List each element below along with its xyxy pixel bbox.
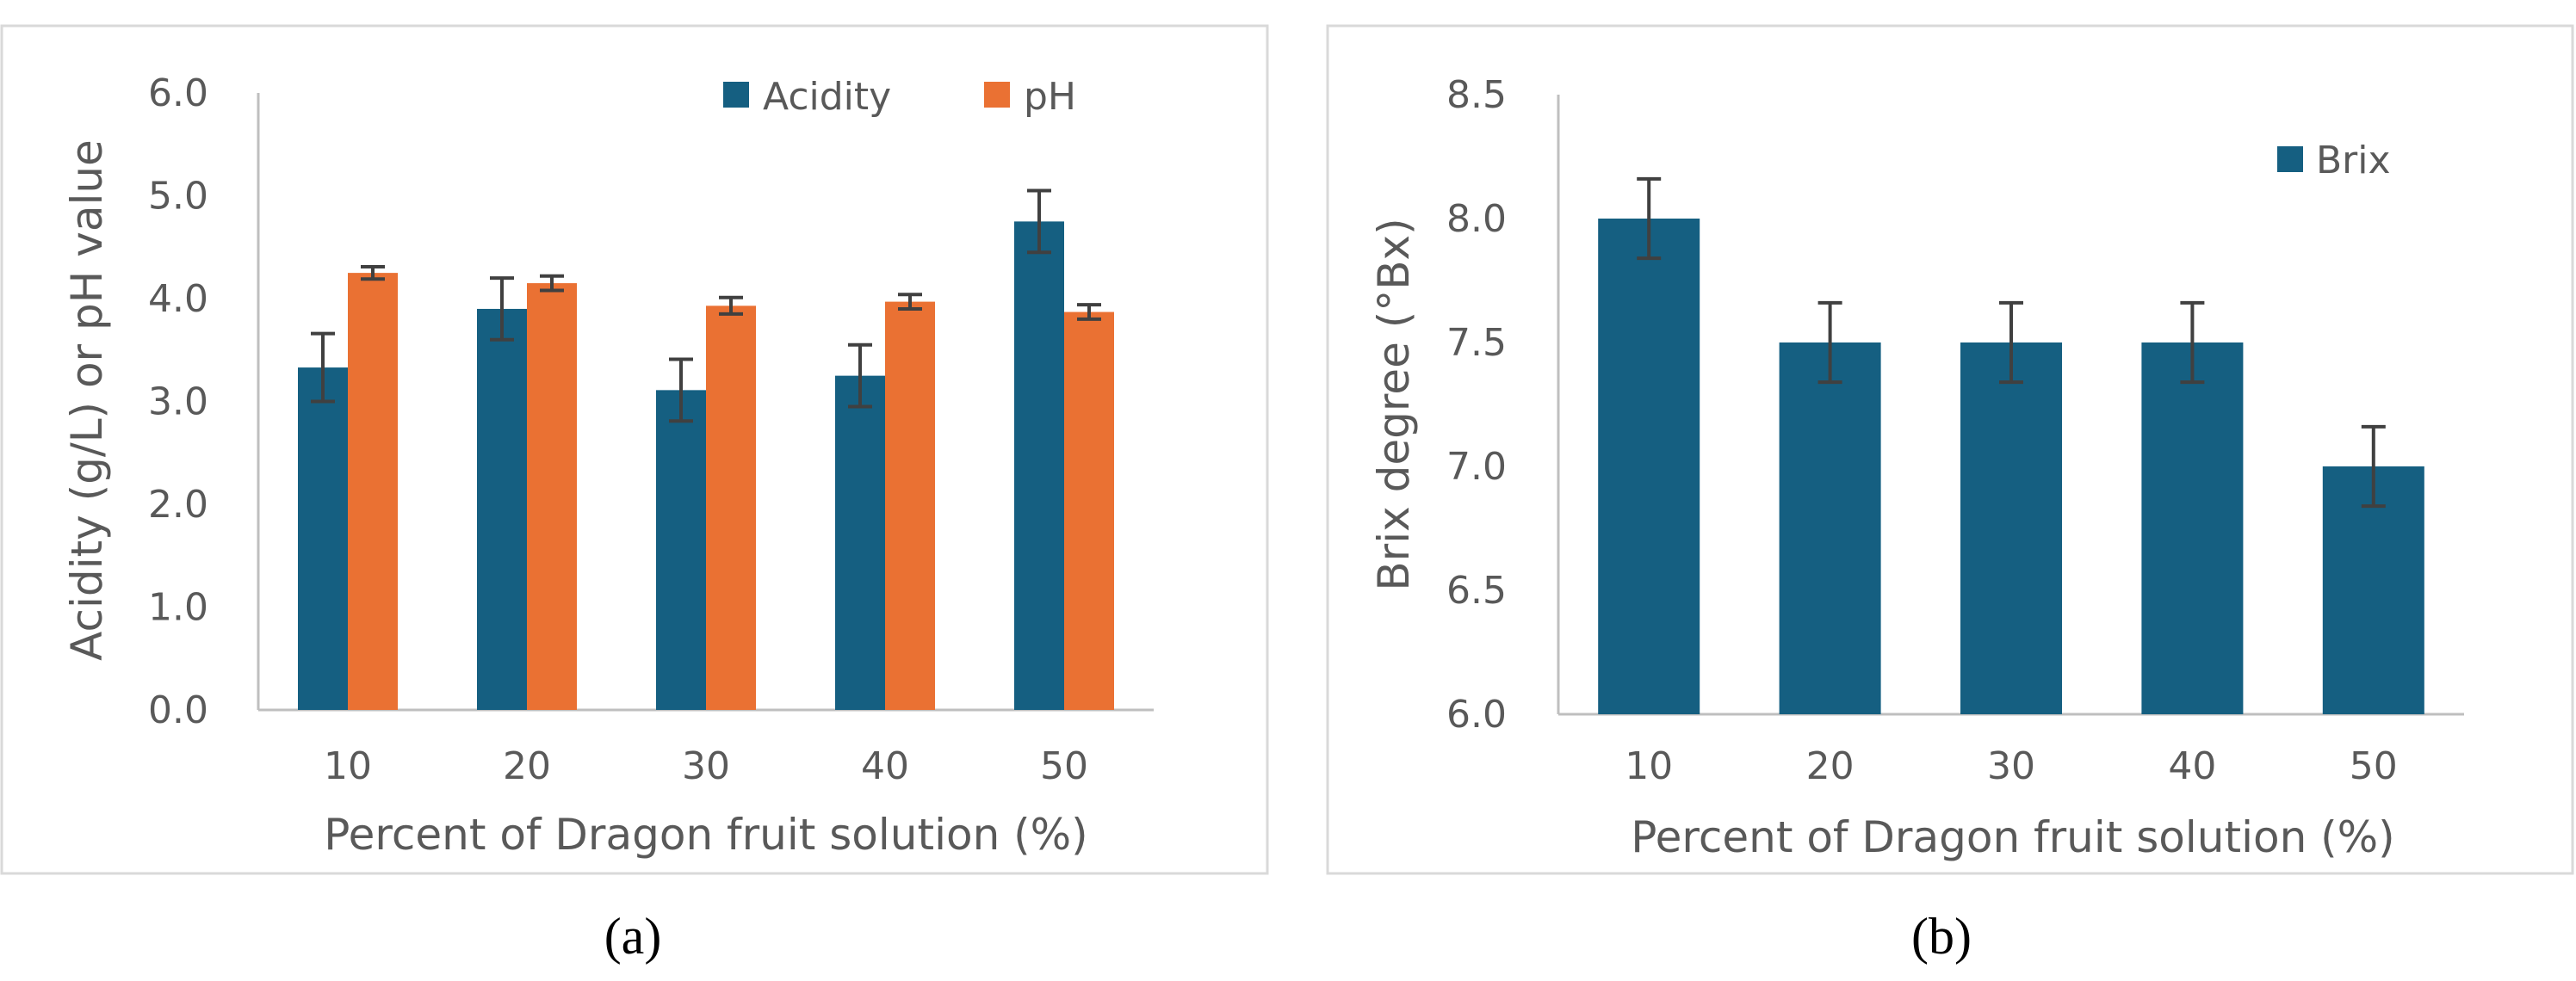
chart-b-x-tick-label: 30 xyxy=(1987,744,2035,788)
chart-b-x-tick-label: 50 xyxy=(2350,744,2398,788)
chart-b-y-tick-label: 7.0 xyxy=(1446,445,1507,489)
chart-a-x-tick-labels: 10 20 30 40 50 xyxy=(324,744,1088,788)
bar-brix-30 xyxy=(1960,342,2062,714)
chart-a-error-bars xyxy=(311,188,1101,423)
panel-label-b: (b) xyxy=(1911,908,1972,965)
error-bar-ph-30 xyxy=(719,295,743,316)
bar-brix-40 xyxy=(2141,342,2244,714)
chart-b-bars xyxy=(1598,219,2424,714)
error-bar-ph-20 xyxy=(540,274,564,293)
error-bar-acidity-40 xyxy=(848,342,872,409)
panel-label-a: (a) xyxy=(604,908,662,965)
bar-acidity-30 xyxy=(656,390,706,710)
legend-swatch-ph xyxy=(984,82,1010,108)
error-bar-ph-10 xyxy=(361,264,385,281)
chart-a-x-tick-label: 30 xyxy=(682,744,730,788)
chart-a-x-tick-label: 50 xyxy=(1040,744,1088,788)
error-bar-acidity-10 xyxy=(311,331,335,404)
legend-swatch-brix xyxy=(2277,146,2303,172)
chart-b-y-tick-label: 8.0 xyxy=(1446,197,1507,241)
chart-b-y-tick-label: 6.5 xyxy=(1446,569,1507,613)
chart-b: 6.0 6.5 7.0 7.5 8.0 8.5 10 20 30 40 50 Percent of… xyxy=(1369,73,2464,862)
chart-a-y-tick-label: 3.0 xyxy=(148,380,208,424)
chart-b-x-tick-label: 10 xyxy=(1625,744,1673,788)
chart-a-y-tick-label: 0.0 xyxy=(148,688,208,732)
chart-b-y-tick-labels: 6.0 6.5 7.0 7.5 8.0 8.5 xyxy=(1446,73,1507,737)
error-bar-brix-50 xyxy=(2361,424,2386,509)
bar-acidity-10 xyxy=(298,367,348,710)
chart-b-x-axis-title: Percent of Dragon fruit solution (%) xyxy=(1631,812,2394,862)
chart-b-x-tick-labels: 10 20 30 40 50 xyxy=(1625,744,2398,788)
chart-b-frame xyxy=(1326,24,2574,875)
bar-acidity-20 xyxy=(477,308,527,710)
chart-a-y-tick-label: 1.0 xyxy=(148,586,208,630)
error-bar-brix-10 xyxy=(1637,176,1662,261)
bar-brix-10 xyxy=(1598,219,1700,714)
chart-a-x-axis-title: Percent of Dragon fruit solution (%) xyxy=(324,810,1087,860)
chart-a-y-tick-label: 5.0 xyxy=(148,175,208,219)
bar-ph-20 xyxy=(527,283,577,710)
error-bar-brix-40 xyxy=(2180,300,2205,385)
chart-a-x-tick-label: 40 xyxy=(861,744,909,788)
chart-a-x-tick-label: 10 xyxy=(324,744,372,788)
chart-a-y-axis-title: Acidity (g/L) or pH value xyxy=(62,139,112,661)
error-bar-brix-20 xyxy=(1817,300,1842,385)
bar-ph-30 xyxy=(706,305,756,710)
chart-a: 0.0 1.0 2.0 3.0 4.0 5.0 6.0 10 20 30 40 50 Percent… xyxy=(62,71,1154,860)
chart-a-x-tick-label: 20 xyxy=(503,744,551,788)
chart-b-y-axis-title: Brix degree (°Bx) xyxy=(1369,218,1419,590)
error-bar-ph-50 xyxy=(1077,303,1101,321)
chart-a-y-tick-label: 2.0 xyxy=(148,483,208,527)
legend-label-brix: Brix xyxy=(2316,139,2391,182)
error-bar-acidity-20 xyxy=(490,276,514,342)
chart-b-y-tick-label: 8.5 xyxy=(1446,73,1507,117)
bar-ph-40 xyxy=(885,301,935,710)
chart-a-y-tick-labels: 0.0 1.0 2.0 3.0 4.0 5.0 6.0 xyxy=(148,71,208,732)
chart-a-y-tick-label: 6.0 xyxy=(148,71,208,115)
chart-b-x-tick-label: 20 xyxy=(1806,744,1855,788)
bar-ph-50 xyxy=(1064,312,1114,710)
bar-acidity-50 xyxy=(1014,221,1064,710)
chart-b-error-bars xyxy=(1637,176,2386,509)
chart-a-y-tick-label: 4.0 xyxy=(148,277,208,321)
legend-label-acidity: Acidity xyxy=(763,75,891,119)
error-bar-brix-30 xyxy=(1999,300,2023,385)
chart-a-bars xyxy=(298,221,1114,710)
legend-swatch-acidity xyxy=(723,82,749,108)
legend-label-ph: pH xyxy=(1024,75,1076,119)
chart-b-y-tick-label: 6.0 xyxy=(1446,693,1507,737)
error-bar-acidity-50 xyxy=(1027,188,1051,255)
bar-acidity-40 xyxy=(835,375,885,710)
error-bar-acidity-30 xyxy=(669,357,693,423)
chart-b-y-tick-label: 7.5 xyxy=(1446,321,1507,365)
bar-brix-20 xyxy=(1779,342,1881,714)
chart-b-x-tick-label: 40 xyxy=(2168,744,2216,788)
bar-ph-10 xyxy=(348,273,398,710)
error-bar-ph-40 xyxy=(898,293,922,311)
